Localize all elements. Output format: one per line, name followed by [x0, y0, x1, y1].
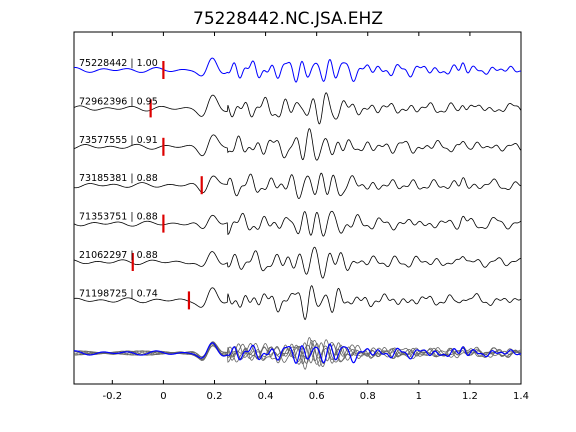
trace-label-7: 71198725 | 0.74: [79, 288, 158, 299]
x-tick-label-7: 1: [416, 391, 422, 402]
x-tick-label-4: 0.4: [258, 391, 274, 402]
x-tick-label-8: 1.2: [462, 391, 478, 402]
trace-label-1: 75228442 | 1.00: [79, 58, 158, 69]
trace-line-3: [73, 128, 522, 161]
x-tick-label-9: 1.4: [513, 391, 529, 402]
trace-line-6: [73, 246, 522, 279]
chart-title: 75228442.NC.JSA.EHZ: [193, 9, 383, 29]
x-tick-label-1: -0.2: [103, 391, 123, 402]
trace-label-6: 21062297 | 0.88: [79, 250, 158, 261]
plot-area: [73, 31, 522, 385]
x-tick-label-3: 0.2: [207, 391, 223, 402]
stack-trace-7: [73, 339, 522, 370]
traces-layer: [73, 57, 522, 321]
trace-label-4: 73185381 | 0.88: [79, 173, 158, 184]
x-tick-label-5: 0.6: [309, 391, 325, 402]
trace-line-2: [73, 92, 522, 125]
trace-labels-layer: 75228442 | 1.00 72962396 | 0.95 73577555 |…: [79, 58, 158, 299]
trace-label-2: 72962396 | 0.95: [79, 96, 158, 107]
trace-label-5: 71353751 | 0.88: [79, 212, 158, 223]
trace-line-1: [73, 57, 522, 83]
x-tick-label-6: 0.8: [360, 391, 376, 402]
trace-line-5: [73, 210, 522, 237]
trace-line-7: [73, 285, 522, 321]
picks-layer: [131, 61, 203, 310]
stack-trace-6: [73, 339, 522, 368]
stack-reference-trace: [73, 342, 522, 364]
stack-layer: [73, 337, 522, 370]
x-tick-label-2: 0: [160, 391, 166, 402]
trace-line-4: [73, 172, 522, 200]
trace-label-3: 73577555 | 0.91: [79, 135, 158, 146]
x-axis: -0.2 0 0.2 0.4 0.6 0.8 1 1.2 1.4: [103, 32, 529, 402]
